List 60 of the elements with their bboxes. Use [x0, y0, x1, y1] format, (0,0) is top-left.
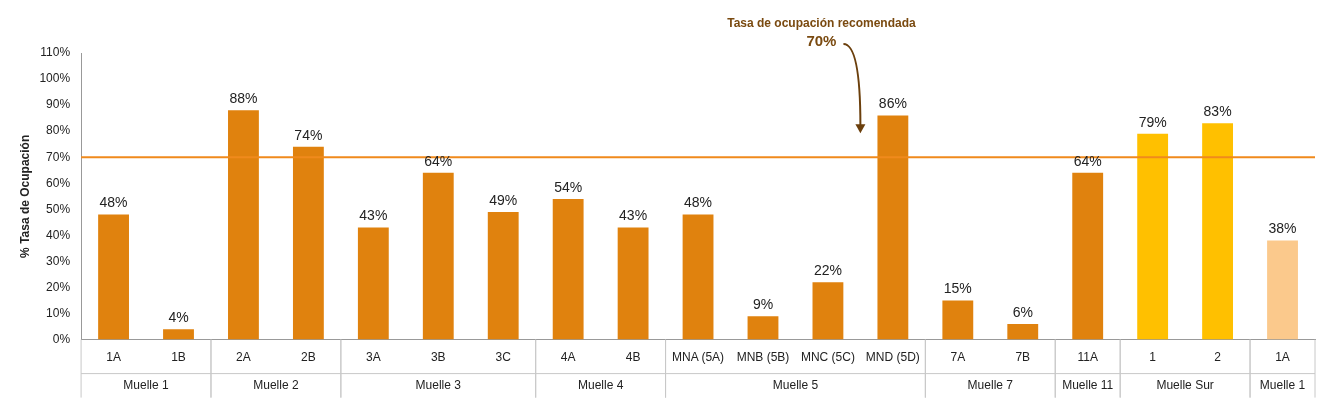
text: Muelle 5 — [772, 377, 819, 392]
text: Muelle 3 — [415, 377, 462, 392]
text: Muelle Sur — [1156, 377, 1214, 392]
data-label: 49% — [489, 191, 518, 208]
y-tick-label: 90% — [46, 97, 71, 112]
y-tick-label: 0% — [52, 331, 71, 346]
text: Muelle 1 — [123, 377, 170, 392]
x-tick-label: 4A — [560, 350, 576, 365]
x-tick-label: 7A — [950, 350, 966, 365]
x-tick-label: 1B — [171, 350, 186, 365]
data-label: 79% — [1138, 113, 1167, 130]
y-tick-label: 10% — [46, 305, 71, 320]
y-tick-label: 110% — [40, 45, 71, 60]
y-tick-label: 80% — [46, 123, 71, 138]
data-label: 86% — [878, 95, 907, 112]
y-tick-label: 50% — [46, 201, 71, 216]
x-tick-label: 1 — [1149, 350, 1157, 365]
y-tick-label: 100% — [39, 71, 71, 86]
x-tick-label: 7B — [1015, 350, 1031, 365]
x-tick-label: 1A — [1275, 350, 1290, 365]
data-label: 15% — [943, 280, 972, 297]
x-tick-label: 2A — [236, 350, 251, 365]
text: Muelle 4 — [577, 377, 624, 392]
data-label: 43% — [359, 207, 388, 224]
text: Muelle 7 — [967, 377, 1014, 392]
text: 70% — [806, 31, 837, 49]
text: Tasa de ocupación recomendada — [727, 16, 917, 31]
x-tick-label: MNA (5A) — [672, 350, 725, 365]
data-label: 88% — [229, 90, 258, 107]
y-axis-title: % Tasa de Ocupación — [17, 134, 32, 258]
data-label: 83% — [1203, 103, 1232, 120]
data-label: 54% — [554, 178, 583, 195]
y-tick-label: 20% — [46, 279, 71, 294]
data-label: 4% — [168, 309, 189, 326]
data-label: 48% — [684, 194, 713, 211]
x-tick-label: MNB (5B) — [736, 350, 790, 365]
y-tick-label: 30% — [46, 253, 71, 268]
data-label: 48% — [99, 194, 128, 211]
y-tick-label: 70% — [46, 149, 71, 164]
x-tick-label: MNC (5C) — [800, 350, 855, 365]
data-label: 22% — [813, 262, 842, 279]
text: Muelle 2 — [253, 377, 299, 392]
x-tick-label: 3A — [365, 350, 381, 365]
text: Muelle 1 — [1259, 377, 1306, 392]
data-label: 9% — [752, 296, 774, 313]
x-tick-label: 1A — [106, 350, 121, 365]
data-label: 6% — [1012, 303, 1033, 320]
x-tick-label: 3C — [495, 350, 512, 365]
x-tick-label: 2B — [301, 350, 316, 365]
data-label: 74% — [294, 126, 323, 143]
x-tick-label: 11A — [1077, 350, 1098, 365]
x-tick-label: MND (5D) — [865, 350, 920, 365]
y-tick-label: 40% — [46, 227, 71, 242]
y-tick-label: 60% — [46, 175, 71, 190]
x-tick-label: 2 — [1214, 350, 1222, 365]
x-tick-label: 3B — [430, 350, 446, 365]
data-label: 38% — [1268, 220, 1297, 237]
x-tick-label: 4B — [625, 350, 641, 365]
text: Muelle 11 — [1062, 377, 1114, 392]
data-label: 43% — [619, 207, 648, 224]
